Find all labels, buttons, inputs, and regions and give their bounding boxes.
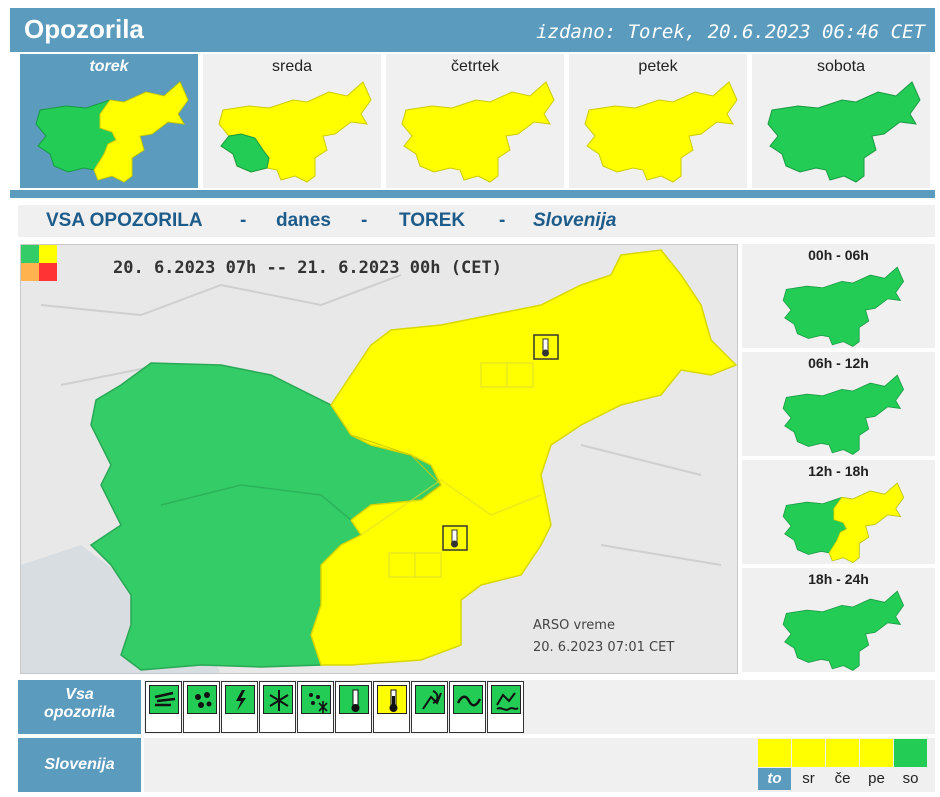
tab-label: četrtek [450,58,499,75]
week-day-label: sr [802,770,815,787]
separator [10,190,935,198]
week-day-to[interactable]: to [758,739,792,791]
tab-label: sobota [816,58,866,75]
coastal-wind-icon[interactable] [449,681,486,733]
week-day-color [758,739,791,767]
fire-icon[interactable] [411,681,448,733]
map-credit: ARSO vreme 20. 6.2023 07:01 CET [533,615,674,659]
slovenia-map-thumbnail [782,482,905,563]
slovenia-map-thumbnail [782,374,905,455]
week-day-label: so [902,770,919,787]
week-day-color [894,739,927,767]
row-label-all: Vsa opozorila [18,680,141,734]
week-day-so[interactable]: so [894,739,928,791]
subtitle-dash: - [240,210,247,231]
low-temperature-icon[interactable] [335,681,372,733]
map-period: 20. 6.2023 07h -- 21. 6.2023 00h (CET) [113,258,502,278]
tab-petek[interactable]: petek [569,54,747,188]
subtitle-dash: - [361,210,368,231]
tab-label: sreda [271,58,313,75]
week-day-label: pe [868,770,885,787]
rain-icon[interactable] [183,681,220,733]
slovenia-map-thumbnail [218,81,372,183]
wind-icon[interactable] [145,681,182,733]
slovenia-map-thumbnail [767,81,921,183]
week-day-sr[interactable]: sr [792,739,826,791]
fog-icon[interactable] [297,681,334,733]
flood-icon[interactable] [487,681,524,733]
warnings-subtitle: VSA OPOZORILA - danes - TOREK - Slovenij… [18,205,935,237]
slot-00-06[interactable]: 00h - 06h [742,244,935,348]
week-day-ce[interactable]: če [826,739,860,791]
warning-map[interactable]: 20. 6.2023 07h -- 21. 6.2023 00h (CET) A… [20,244,738,674]
row-label-line: Vsa [65,686,94,703]
week-day-label: to [758,768,791,790]
tab-label: petek [638,58,678,75]
week-day-pe[interactable]: pe [860,739,894,791]
week-day-color [860,739,893,767]
slot-label: 06h - 12h [808,355,869,371]
slot-18-24[interactable]: 18h - 24h [742,568,935,672]
week-day-color [792,739,825,767]
map-background [21,245,737,673]
tab-cetrtek[interactable]: četrtek [386,54,564,188]
tab-label: torek [89,58,129,75]
week-day-color [826,739,859,767]
page-header: Opozorila izdano: Torek, 20.6.2023 06:46… [10,8,935,52]
subtitle-today: danes [276,210,331,231]
subtitle-all: VSA OPOZORILA [46,210,203,231]
credit-timestamp: 20. 6.2023 07:01 CET [533,640,675,655]
subtitle-dash: - [499,210,506,231]
row-label-line: opozorila [43,704,116,721]
tab-sreda[interactable]: sreda [203,54,381,188]
severity-legend-icon [21,245,57,281]
slovenia-map-thumbnail [782,590,905,671]
week-day-label: če [834,770,851,787]
slovenia-map-thumbnail [782,266,905,347]
tab-sobota[interactable]: sobota [752,54,930,188]
snow-icon[interactable] [259,681,296,733]
high-temperature-icon[interactable] [373,681,410,733]
slovenia-map-thumbnail [401,81,555,183]
credit-source: ARSO vreme [533,618,615,633]
slot-label: 18h - 24h [808,571,869,587]
tab-torek[interactable]: torek [20,54,198,188]
subtitle-day: TOREK [399,210,466,231]
row-label-slovenia: Slovenija [18,738,141,792]
time-slots: 00h - 06h 06h - 12h 12h - 18h 18h - 24h [742,244,935,674]
slovenia-map-thumbnail [584,81,738,183]
slot-label: 12h - 18h [808,463,869,479]
issued-timestamp: izdano: Torek, 20.6.2023 06:46 CET [536,21,925,43]
slot-label: 00h - 06h [808,247,869,263]
thunderstorm-icon[interactable] [221,681,258,733]
page-title: Opozorila [24,14,144,44]
slot-12-18[interactable]: 12h - 18h [742,460,935,564]
slovenia-map-thumbnail [35,81,189,183]
slot-06-12[interactable]: 06h - 12h [742,352,935,456]
subtitle-region: Slovenija [533,210,617,231]
day-tabs: torek sreda četrtek petek [20,54,930,188]
